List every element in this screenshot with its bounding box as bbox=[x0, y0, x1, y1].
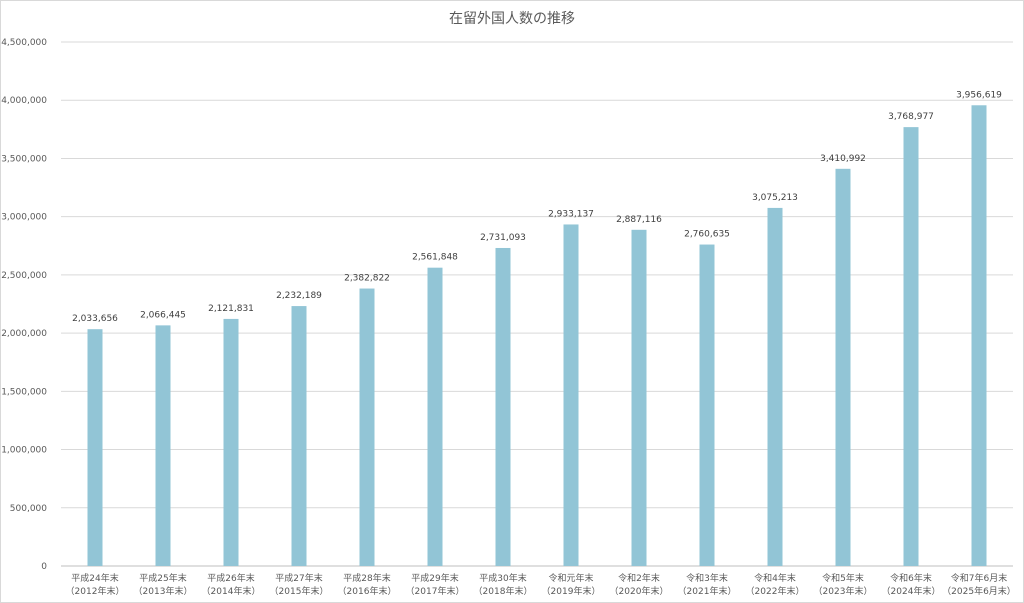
bar bbox=[495, 247, 511, 567]
y-tick-label: 2,000,000 bbox=[1, 329, 47, 339]
y-tick-label: 500,000 bbox=[10, 504, 47, 514]
x-tick-label: 平成24年末 bbox=[71, 572, 118, 584]
x-tick-label: 平成26年末 bbox=[207, 572, 254, 584]
bar bbox=[155, 325, 171, 566]
y-tick-label: 0 bbox=[41, 562, 47, 572]
bar bbox=[223, 318, 239, 566]
data-label: 2,066,445 bbox=[140, 310, 186, 320]
y-tick-label: 4,000,000 bbox=[1, 96, 47, 106]
x-tick-label: 平成25年末 bbox=[139, 572, 186, 584]
x-tick-sublabel: （2014年末） bbox=[202, 585, 261, 597]
x-tick-sublabel: （2018年末） bbox=[474, 585, 533, 597]
x-tick-label: 平成28年末 bbox=[343, 572, 390, 584]
bar bbox=[903, 127, 919, 566]
bar bbox=[87, 329, 103, 566]
data-label: 2,760,635 bbox=[684, 230, 730, 240]
data-label: 3,956,619 bbox=[956, 90, 1002, 100]
bar bbox=[767, 207, 783, 567]
bar bbox=[835, 168, 851, 566]
x-tick-sublabel: （2025年6月末） bbox=[942, 585, 1016, 597]
y-axis-ticks: 0 500,000 1,000,000 1,500,000 2,000,000 2,500… bbox=[1, 38, 47, 572]
y-tick-label: 1,500,000 bbox=[1, 387, 47, 397]
x-tick-label: 令和3年末 bbox=[686, 572, 728, 584]
x-tick-label: 令和6年末 bbox=[890, 572, 932, 584]
bar bbox=[291, 306, 307, 566]
x-tick-sublabel: （2023年末） bbox=[814, 585, 873, 597]
bar bbox=[971, 105, 987, 567]
bar bbox=[563, 224, 579, 566]
bar bbox=[699, 244, 715, 566]
data-label: 3,410,992 bbox=[820, 154, 866, 164]
y-tick-label: 3,000,000 bbox=[1, 213, 47, 223]
data-label: 3,768,977 bbox=[888, 112, 934, 122]
x-tick-label: 令和2年末 bbox=[618, 572, 660, 584]
x-tick-label: 令和元年末 bbox=[548, 572, 593, 584]
x-tick-sublabel: （2015年末） bbox=[270, 585, 329, 597]
data-label: 2,033,656 bbox=[72, 314, 118, 324]
y-tick-label: 4,500,000 bbox=[1, 38, 47, 48]
data-label: 2,121,831 bbox=[208, 304, 254, 314]
x-tick-label: 平成30年末 bbox=[479, 572, 526, 584]
x-tick-sublabel: （2017年末） bbox=[406, 585, 465, 597]
y-tick-label: 1,000,000 bbox=[1, 446, 47, 456]
x-tick-sublabel: （2022年末） bbox=[746, 585, 805, 597]
data-label: 2,561,848 bbox=[412, 253, 458, 263]
data-label: 2,232,189 bbox=[276, 291, 322, 301]
x-tick-label: 令和5年末 bbox=[822, 572, 864, 584]
gridlines bbox=[61, 41, 1013, 567]
data-label: 2,382,822 bbox=[344, 274, 390, 284]
x-tick-sublabel: （2013年末） bbox=[134, 585, 193, 597]
bar bbox=[631, 229, 647, 566]
data-labels: 2,033,656 2,066,445 2,121,831 2,232,189 2,38… bbox=[72, 90, 1002, 324]
x-tick-label: 令和7年6月末 bbox=[951, 572, 1007, 584]
data-label: 2,933,137 bbox=[548, 209, 594, 219]
y-tick-label: 3,500,000 bbox=[1, 154, 47, 164]
bar bbox=[359, 288, 375, 566]
chart-title: 在留外国人数の推移 bbox=[449, 11, 575, 27]
x-tick-sublabel: （2019年末） bbox=[542, 585, 601, 597]
x-tick-sublabel: （2021年末） bbox=[678, 585, 737, 597]
data-label: 2,731,093 bbox=[480, 233, 526, 243]
x-tick-sublabel: （2012年末） bbox=[66, 585, 125, 597]
x-tick-label: 平成27年末 bbox=[275, 572, 322, 584]
data-label: 2,887,116 bbox=[616, 215, 662, 225]
x-tick-label: 平成29年末 bbox=[411, 572, 458, 584]
bars bbox=[87, 105, 987, 567]
bar bbox=[427, 267, 443, 566]
x-tick-sublabel: （2024年末） bbox=[882, 585, 941, 597]
y-tick-label: 2,500,000 bbox=[1, 271, 47, 281]
data-label: 3,075,213 bbox=[752, 193, 798, 203]
x-tick-label: 令和4年末 bbox=[754, 572, 796, 584]
x-tick-sublabel: （2016年末） bbox=[338, 585, 397, 597]
x-tick-sublabel: （2020年末） bbox=[610, 585, 669, 597]
x-axis-ticks: 平成24年末（2012年末） 平成25年末（2013年末） 平成26年末（2014年… bbox=[66, 572, 1016, 597]
